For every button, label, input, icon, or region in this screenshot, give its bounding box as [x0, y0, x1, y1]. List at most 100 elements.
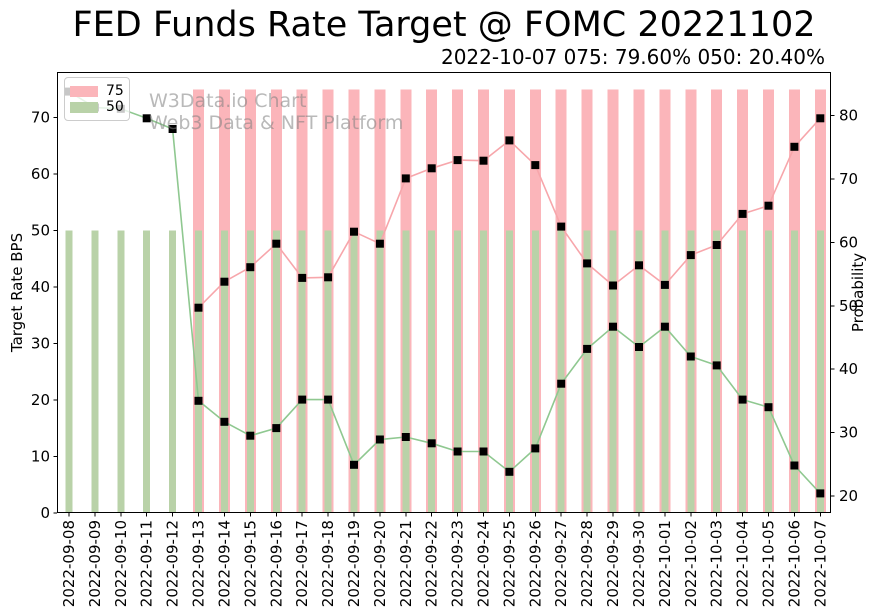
- bar-50: [816, 230, 824, 513]
- marker-50: [350, 460, 358, 469]
- bar-50: [246, 230, 254, 513]
- x-tick-label: 2022-09-24: [475, 520, 493, 607]
- bar-50: [195, 230, 202, 513]
- marker-75: [453, 156, 462, 165]
- x-tick-label: 2022-10-05: [759, 520, 777, 607]
- x-tick-label: 2022-09-11: [138, 520, 156, 607]
- right-tick-label: 80: [839, 107, 858, 125]
- marker-75: [220, 277, 229, 286]
- x-tick-label: 2022-09-15: [241, 520, 259, 607]
- left-tick-label: 0: [40, 504, 50, 522]
- legend-item-50: 50: [70, 99, 124, 115]
- bar-50: [739, 230, 747, 513]
- marker-75: [686, 251, 695, 260]
- marker-50: [168, 125, 177, 133]
- marker-50: [557, 379, 566, 388]
- marker-50: [194, 396, 203, 405]
- bar-50: [169, 230, 177, 513]
- marker-50: [298, 395, 307, 404]
- bar-50: [609, 230, 617, 513]
- bar-50: [583, 230, 591, 513]
- legend-label-50: 50: [106, 99, 124, 115]
- bar-50: [272, 230, 280, 513]
- marker-50: [660, 322, 669, 331]
- x-tick-label: 2022-09-27: [552, 520, 570, 607]
- marker-75: [401, 174, 410, 183]
- plot-border: [57, 72, 831, 513]
- x-tick-label: 2022-09-23: [449, 520, 467, 607]
- bar-50: [765, 230, 772, 513]
- x-tick-label: 2022-09-20: [371, 520, 389, 607]
- right-tick-label: 70: [839, 170, 858, 188]
- x-tick-label: 2022-09-09: [86, 520, 104, 607]
- bar-50: [661, 230, 669, 513]
- bar-50: [143, 230, 151, 513]
- marker-50: [453, 447, 462, 456]
- marker-75: [609, 281, 617, 290]
- bar-50: [350, 230, 358, 513]
- x-tick-label: 2022-09-16: [267, 520, 285, 607]
- marker-75: [660, 280, 669, 289]
- marker-75: [375, 239, 384, 248]
- marker-50: [427, 439, 436, 448]
- x-tick-label: 2022-09-18: [319, 520, 337, 607]
- bar-50: [505, 230, 513, 513]
- marker-75: [531, 161, 540, 170]
- marker-75: [427, 164, 436, 173]
- legend: 75 50: [64, 77, 130, 121]
- bar-50: [480, 230, 487, 513]
- x-tick-label: 2022-09-21: [397, 520, 415, 607]
- chart-title: FED Funds Rate Target @ FOMC 20221102: [72, 5, 816, 45]
- marker-75: [583, 259, 592, 268]
- left-tick-label: 30: [31, 335, 50, 353]
- marker-75: [479, 156, 488, 165]
- x-tick-label: 2022-09-12: [164, 520, 182, 607]
- marker-75: [324, 273, 333, 282]
- bar-50: [687, 230, 695, 513]
- marker-50: [738, 395, 747, 404]
- left-tick-label: 70: [31, 109, 50, 127]
- bar-50: [65, 230, 73, 513]
- marker-75: [635, 261, 643, 270]
- marker-50: [635, 343, 643, 351]
- x-tick-label: 2022-09-29: [604, 520, 622, 607]
- marker-50: [583, 344, 592, 353]
- marker-75: [816, 114, 825, 123]
- x-tick-label: 2022-10-02: [682, 520, 700, 607]
- bar-50: [220, 230, 228, 513]
- marker-50: [220, 417, 229, 426]
- x-tick-label: 2022-09-19: [345, 520, 363, 607]
- bar-50: [324, 230, 332, 513]
- x-tick-label: 2022-10-06: [785, 520, 803, 607]
- bar-50: [298, 230, 306, 513]
- marker-75: [738, 209, 747, 218]
- x-tick-label: 2022-09-13: [190, 520, 208, 607]
- x-tick-label: 2022-09-28: [578, 520, 596, 607]
- marker-50: [790, 461, 799, 470]
- bar-50: [91, 230, 99, 513]
- marker-50: [816, 489, 825, 498]
- right-tick-label: 20: [839, 487, 858, 505]
- marker-75: [505, 136, 514, 145]
- x-tick-label: 2022-09-22: [423, 520, 441, 607]
- x-tick-label: 2022-10-07: [811, 520, 829, 607]
- bar-50: [117, 230, 125, 513]
- x-tick-label: 2022-09-25: [500, 520, 518, 607]
- bar-50: [557, 230, 565, 513]
- marker-50: [324, 395, 333, 404]
- bar-50: [531, 230, 539, 513]
- legend-item-75: 75: [70, 83, 124, 99]
- x-tick-label: 2022-10-03: [708, 520, 726, 607]
- marker-50: [764, 403, 773, 412]
- marker-50: [272, 424, 281, 433]
- marker-75: [712, 241, 721, 249]
- left-tick-label: 20: [31, 391, 50, 409]
- chart-subtitle: 2022-10-07 075: 79.60% 050: 20.40%: [440, 45, 825, 69]
- x-tick-label: 2022-09-08: [60, 520, 78, 607]
- left-tick-label: 40: [31, 278, 50, 296]
- bar-50: [454, 230, 462, 513]
- x-tick-label: 2022-09-30: [630, 520, 648, 607]
- x-tick-label: 2022-09-14: [215, 520, 233, 607]
